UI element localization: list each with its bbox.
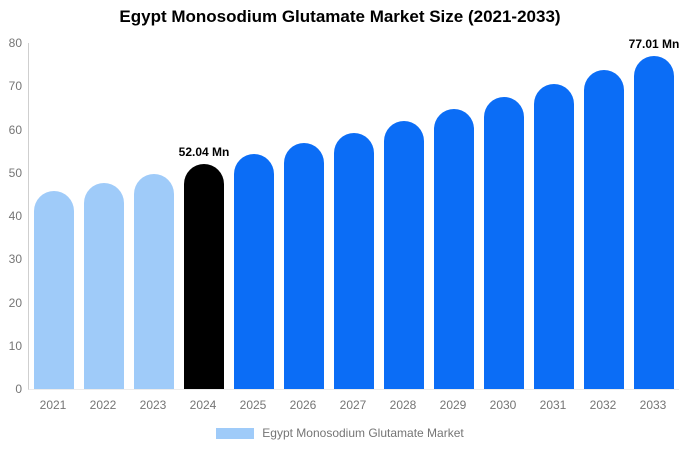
- bar-2030: [484, 96, 524, 389]
- legend-swatch-icon: [216, 427, 255, 439]
- x-tick-2028: 2028: [389, 398, 417, 412]
- legend: Egypt Monosodium Glutamate Market: [0, 426, 680, 440]
- bar-value-label-2024: 52.04 Mn: [178, 144, 230, 159]
- y-tick-20: 20: [8, 295, 22, 310]
- plot-area: 52.04 Mn 77.01 Mn: [28, 37, 679, 390]
- bar-2022: [84, 182, 124, 389]
- bar-2027: [334, 132, 374, 389]
- y-tick-40: 40: [8, 209, 22, 223]
- bar-2025: [234, 153, 274, 389]
- x-tick-2032: 2032: [589, 398, 617, 412]
- bar-2032: [584, 70, 624, 389]
- bar-2021: [34, 191, 74, 389]
- x-tick-2027: 2027: [339, 398, 367, 412]
- y-tick-60: 60: [8, 122, 22, 137]
- x-tick-2024: 2024: [189, 398, 217, 412]
- x-tick-2021: 2021: [39, 398, 67, 412]
- x-tick-2029: 2029: [439, 398, 467, 412]
- x-tick-2023: 2023: [139, 398, 167, 412]
- bar-2024: [184, 163, 224, 389]
- bar-2031: [534, 83, 574, 389]
- x-tick-2022: 2022: [89, 398, 117, 412]
- y-tick-30: 30: [8, 252, 22, 267]
- x-axis: 2021 2022 2023 2024 2025 2026 2027 2028 2029 2030…: [28, 398, 678, 412]
- y-axis: 0 10 20 30 40 50 60 70 80: [0, 36, 22, 396]
- chart-title: Egypt Monosodium Glutamate Market Size (…: [119, 7, 561, 26]
- bar-2033: [634, 55, 674, 389]
- bar-2028: [384, 121, 424, 389]
- x-tick-2033: 2033: [639, 398, 667, 412]
- y-tick-50: 50: [8, 165, 22, 180]
- y-tick-80: 80: [8, 36, 22, 50]
- legend-label: Egypt Monosodium Glutamate Market: [262, 426, 464, 440]
- x-tick-2025: 2025: [239, 398, 267, 412]
- x-tick-2030: 2030: [489, 398, 517, 412]
- y-tick-10: 10: [8, 338, 22, 353]
- bar-value-label-2033: 77.01 Mn: [628, 36, 680, 51]
- x-tick-2026: 2026: [289, 398, 317, 412]
- bar-2026: [284, 143, 324, 389]
- y-tick-0: 0: [15, 382, 22, 396]
- x-tick-2031: 2031: [539, 398, 567, 412]
- bar-2029: [434, 109, 474, 389]
- bar-2023: [134, 173, 174, 389]
- y-tick-70: 70: [8, 79, 22, 94]
